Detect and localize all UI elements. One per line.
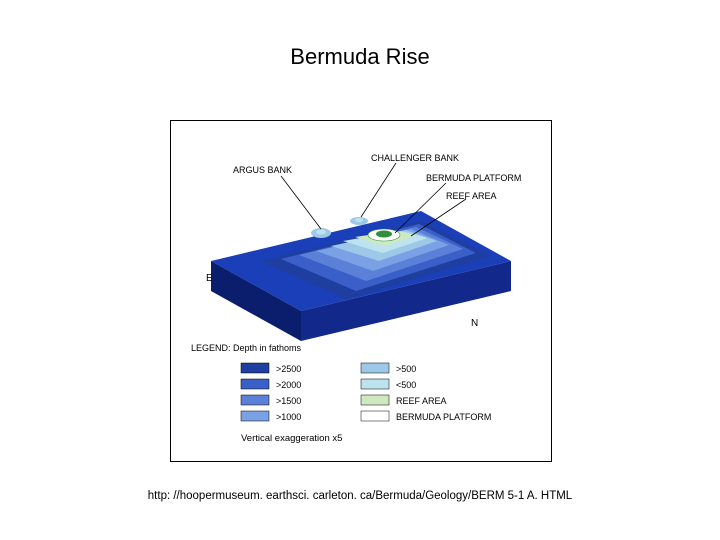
label-n: N (471, 318, 478, 329)
label-platform: BERMUDA PLATFORM (426, 173, 521, 183)
figure-frame: ARGUS BANK CHALLENGER BANK BERMUDA PLATF… (170, 120, 552, 462)
legend-col2: >500 <500 REEF AREA BERMUDA PLATFORM (361, 363, 491, 422)
legend-label: >1500 (276, 396, 301, 406)
legend-label: REEF AREA (396, 396, 447, 406)
legend-swatch (241, 363, 269, 373)
ptr-argus (281, 176, 321, 229)
legend-label: >500 (396, 364, 416, 374)
legend-label: >2500 (276, 364, 301, 374)
label-argus: ARGUS BANK (233, 165, 292, 175)
argus-bank-top (316, 230, 326, 235)
legend-swatch (361, 395, 389, 405)
legend-label: >1000 (276, 412, 301, 422)
legend-swatch (241, 395, 269, 405)
legend-swatch (241, 411, 269, 421)
legend-swatch (361, 379, 389, 389)
slide-title: Bermuda Rise (0, 44, 720, 70)
island (376, 231, 392, 238)
legend-swatch (241, 379, 269, 389)
legend-label: <500 (396, 380, 416, 390)
label-challenger: CHALLENGER BANK (371, 153, 459, 163)
source-url: http: //hoopermuseum. earthsci. carleton… (0, 490, 720, 502)
legend-title: LEGEND: Depth in fathoms (191, 343, 302, 353)
legend-col1: >2500 >2000 >1500 >1000 (241, 363, 301, 422)
bermuda-diagram: ARGUS BANK CHALLENGER BANK BERMUDA PLATF… (171, 121, 551, 461)
legend-swatch (361, 411, 389, 421)
challenger-bank-top (355, 218, 363, 222)
legend-label: BERMUDA PLATFORM (396, 412, 491, 422)
label-reef: REEF AREA (446, 191, 497, 201)
legend-swatch (361, 363, 389, 373)
legend-label: >2000 (276, 380, 301, 390)
ptr-challenger (361, 163, 396, 217)
label-e: E (206, 273, 213, 284)
vertical-exaggeration: Vertical exaggeration x5 (241, 433, 342, 444)
